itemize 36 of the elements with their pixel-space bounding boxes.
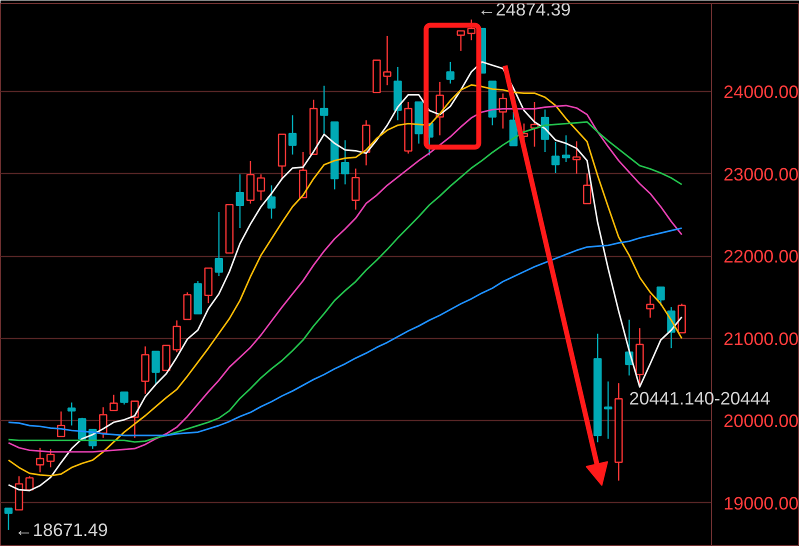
candlestick [110, 394, 118, 412]
annotation: ←18671.49 [14, 520, 108, 540]
y-tick-label: 24000.00 [724, 82, 799, 102]
candlestick [604, 380, 612, 440]
candlestick [99, 406, 108, 438]
candlestick [67, 402, 76, 426]
candlestick [46, 448, 55, 468]
candlestick [36, 447, 44, 473]
y-tick-label: 21000.00 [724, 328, 799, 349]
candlestick [236, 174, 244, 229]
candlestick [214, 211, 224, 277]
y-tick-label: 20000.00 [724, 411, 799, 432]
candlestick [256, 174, 266, 201]
candlestick [267, 184, 276, 220]
candlestick [456, 30, 465, 52]
candlestick [582, 172, 592, 204]
annotation: 20441.140-20444 [629, 388, 770, 408]
candlestick [352, 168, 360, 210]
candlestick [383, 35, 392, 86]
candlestick [551, 141, 560, 174]
candlestick [320, 85, 328, 134]
y-tick-label: 22000.00 [724, 246, 799, 267]
candlestick [341, 140, 350, 185]
candlestick [572, 140, 581, 174]
y-tick-label: 19000.00 [724, 493, 799, 514]
candlestick [646, 294, 654, 318]
candlestick [25, 476, 34, 491]
candlestick [4, 508, 13, 531]
candlestick [288, 114, 297, 156]
candlestick [120, 392, 128, 406]
candlestick [656, 286, 665, 306]
candlestick [172, 320, 181, 353]
candlestick [562, 134, 570, 163]
candlestick [152, 350, 160, 384]
candlestick [446, 61, 454, 84]
y-tick-label: 23000.00 [724, 164, 799, 184]
